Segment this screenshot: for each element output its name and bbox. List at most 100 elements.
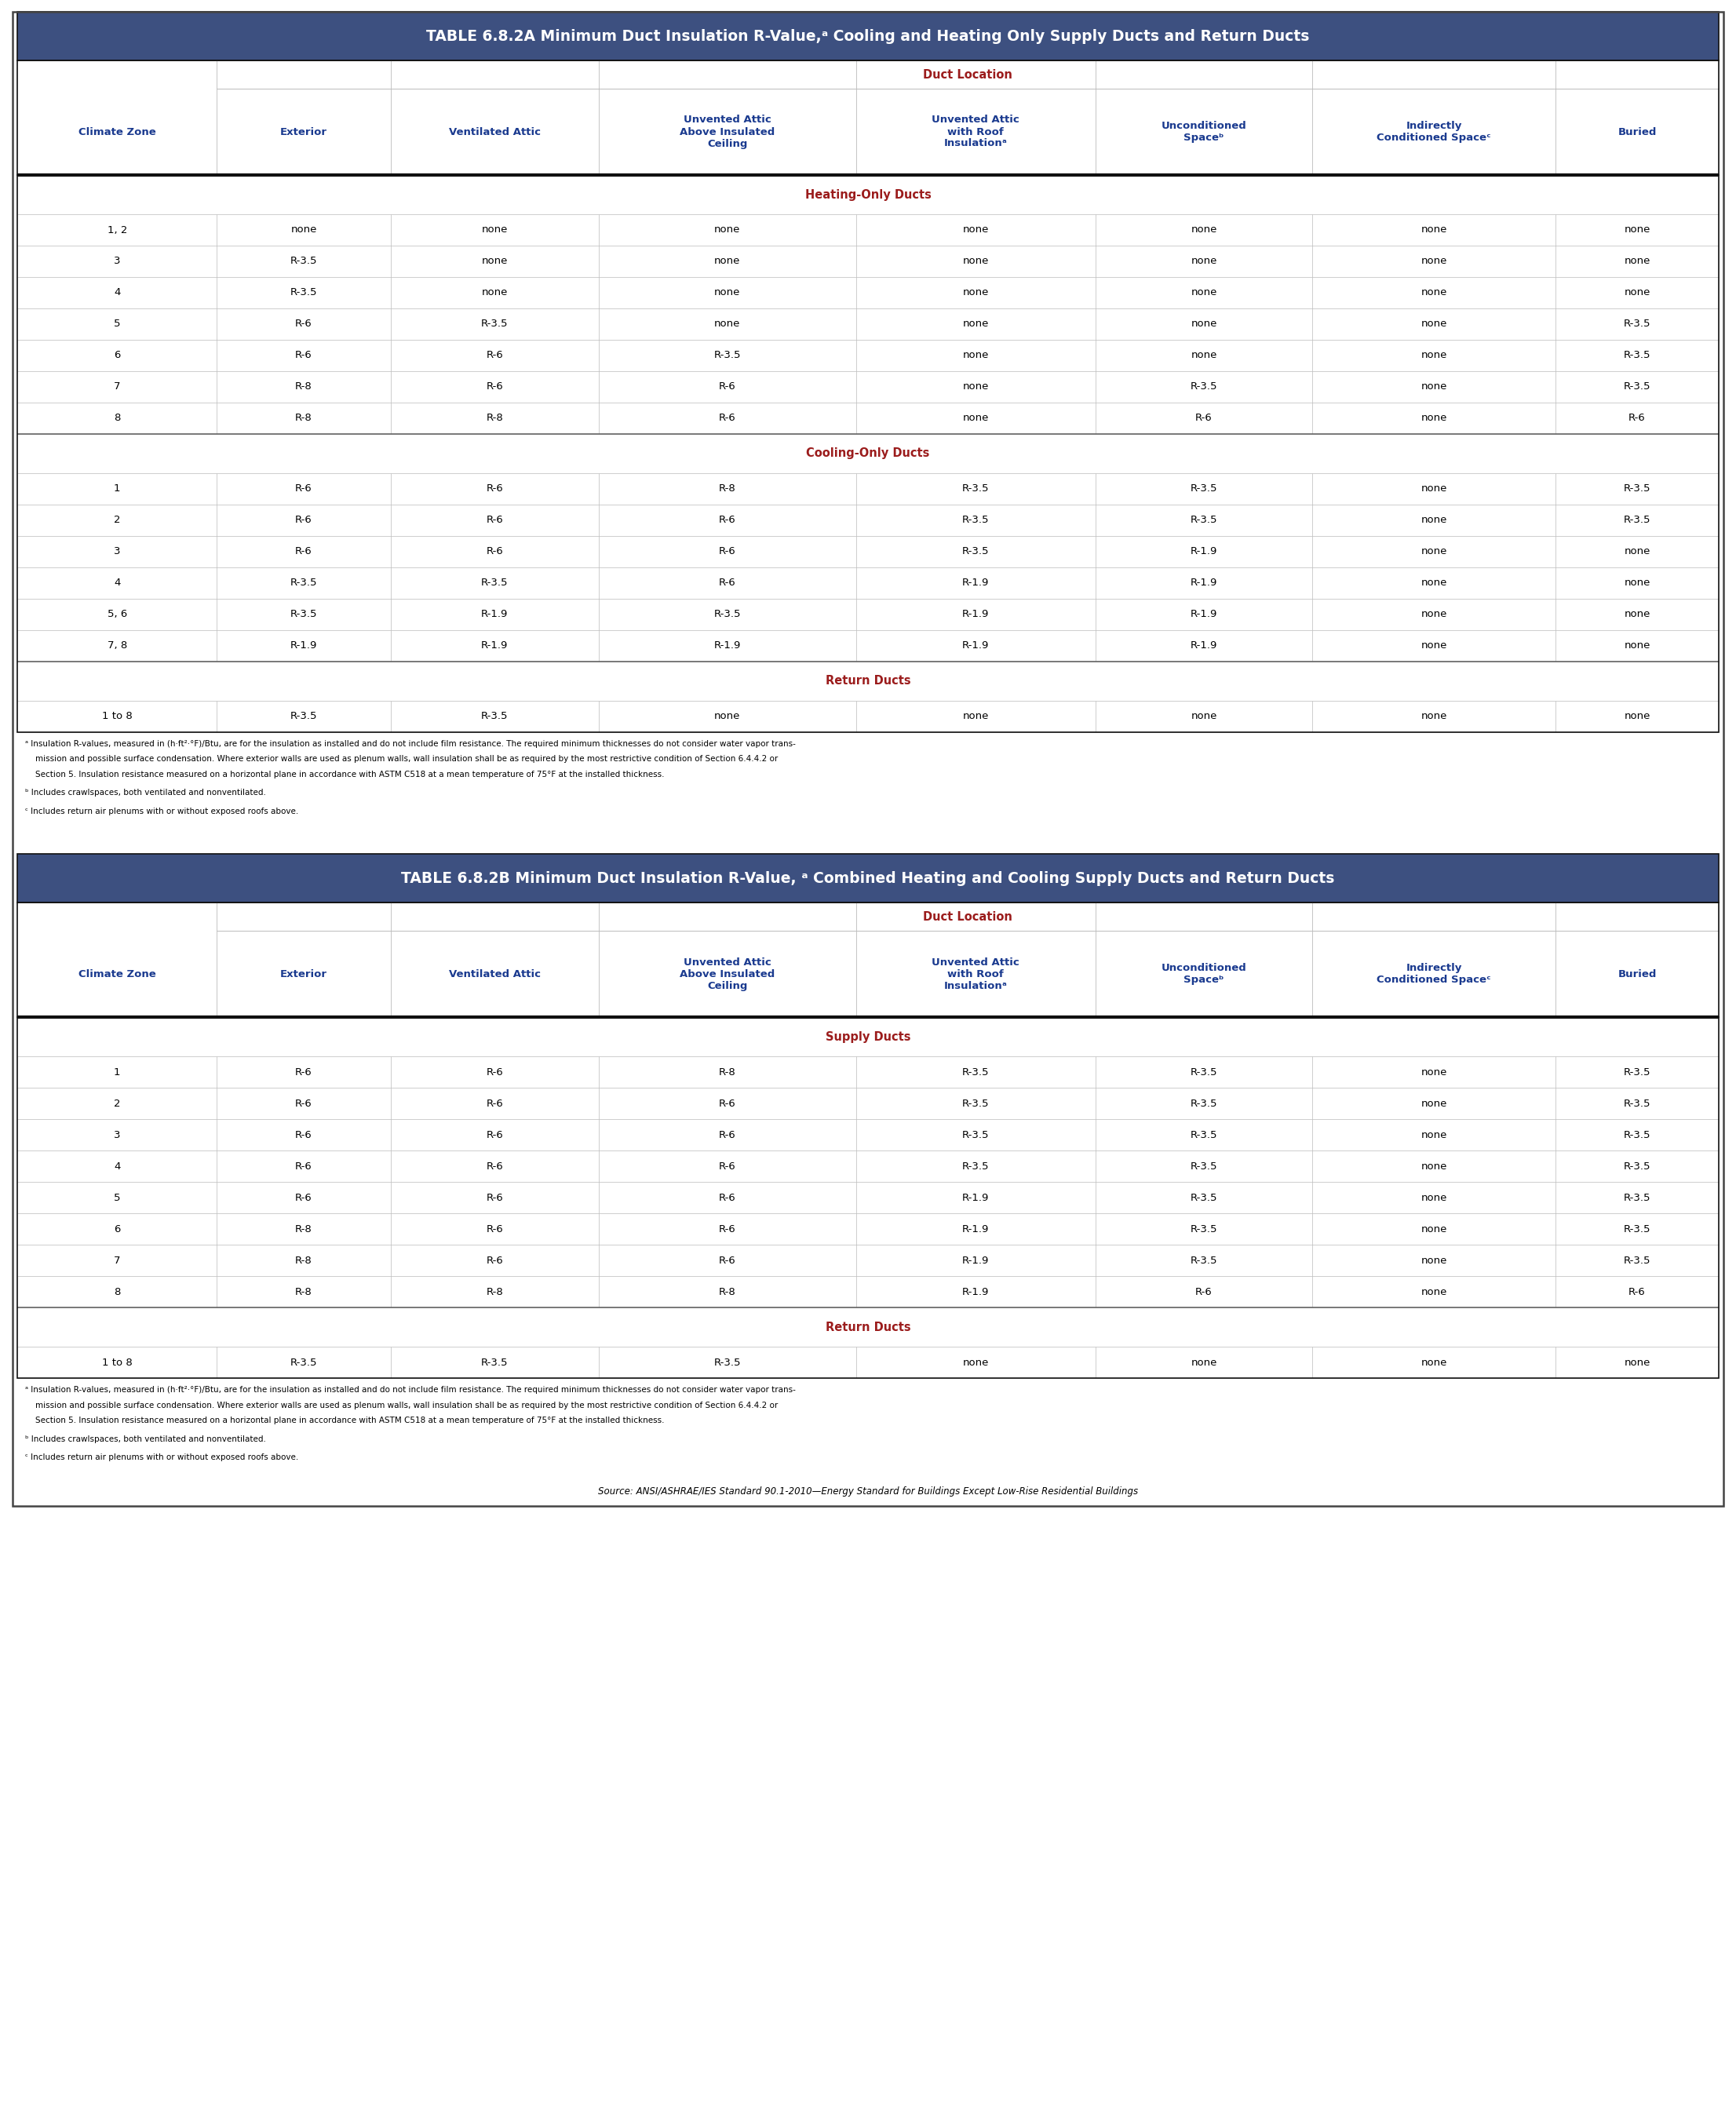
Text: R-6: R-6 bbox=[486, 1067, 503, 1077]
Text: R-1.9: R-1.9 bbox=[962, 610, 990, 619]
Bar bbox=[17, 341, 1719, 370]
Bar bbox=[17, 505, 1719, 537]
Text: none: none bbox=[1420, 610, 1448, 619]
Text: none: none bbox=[1420, 547, 1448, 558]
Text: none: none bbox=[1625, 579, 1651, 589]
Text: none: none bbox=[481, 225, 509, 236]
Text: 3: 3 bbox=[115, 1130, 120, 1140]
Text: R-3.5: R-3.5 bbox=[481, 1357, 509, 1368]
Text: R-6: R-6 bbox=[719, 381, 736, 391]
Text: R-6: R-6 bbox=[295, 547, 312, 558]
Text: none: none bbox=[1420, 1256, 1448, 1267]
Text: none: none bbox=[1625, 642, 1651, 650]
Text: R-6: R-6 bbox=[486, 1130, 503, 1140]
Text: TABLE 6.8.2A Minimum Duct Insulation R-Value,ᵃ Cooling and Heating Only Supply D: TABLE 6.8.2A Minimum Duct Insulation R-V… bbox=[427, 29, 1309, 44]
Text: Climate Zone: Climate Zone bbox=[78, 970, 156, 978]
Bar bbox=[17, 215, 1719, 246]
Bar bbox=[17, 537, 1719, 568]
Text: none: none bbox=[962, 320, 990, 328]
Text: none: none bbox=[1420, 1193, 1448, 1203]
Bar bbox=[17, 433, 1719, 473]
Text: ᵃ Insulation R-values, measured in (h·ft²·°F)/Btu, are for the insulation as ins: ᵃ Insulation R-values, measured in (h·ft… bbox=[24, 1387, 795, 1395]
Text: none: none bbox=[1191, 711, 1217, 722]
Text: R-3.5: R-3.5 bbox=[1191, 1225, 1217, 1235]
Text: none: none bbox=[1625, 610, 1651, 619]
Text: none: none bbox=[1420, 1098, 1448, 1109]
Text: R-3.5: R-3.5 bbox=[1623, 320, 1651, 328]
Text: R-1.9: R-1.9 bbox=[962, 1225, 990, 1235]
Bar bbox=[17, 661, 1719, 701]
Text: 5: 5 bbox=[115, 320, 120, 328]
Text: R-3.5: R-3.5 bbox=[1191, 484, 1217, 494]
Text: none: none bbox=[1625, 1357, 1651, 1368]
Text: R-3.5: R-3.5 bbox=[290, 1357, 318, 1368]
Text: 4: 4 bbox=[115, 288, 120, 299]
Bar bbox=[17, 932, 1719, 1018]
Text: none: none bbox=[1420, 515, 1448, 526]
Text: R-8: R-8 bbox=[719, 1288, 736, 1298]
Text: R-3.5: R-3.5 bbox=[481, 579, 509, 589]
Text: Unvented Attic
Above Insulated
Ceiling: Unvented Attic Above Insulated Ceiling bbox=[681, 957, 774, 991]
Text: R-3.5: R-3.5 bbox=[1191, 1098, 1217, 1109]
Text: R-6: R-6 bbox=[295, 1193, 312, 1203]
Bar bbox=[17, 1309, 1719, 1347]
Text: Indirectly
Conditioned Spaceᶜ: Indirectly Conditioned Spaceᶜ bbox=[1377, 120, 1491, 143]
Text: mission and possible surface condensation. Where exterior walls are used as plen: mission and possible surface condensatio… bbox=[24, 1401, 778, 1410]
Text: R-6: R-6 bbox=[719, 412, 736, 423]
Text: Climate Zone: Climate Zone bbox=[78, 126, 156, 137]
Text: R-6: R-6 bbox=[719, 1130, 736, 1140]
Text: R-6: R-6 bbox=[719, 1098, 736, 1109]
Text: R-3.5: R-3.5 bbox=[290, 711, 318, 722]
Text: none: none bbox=[1420, 642, 1448, 650]
Text: R-3.5: R-3.5 bbox=[290, 610, 318, 619]
Bar bbox=[17, 13, 1719, 61]
Text: Section 5. Insulation resistance measured on a horizontal plane in accordance wi: Section 5. Insulation resistance measure… bbox=[24, 1416, 665, 1424]
Text: none: none bbox=[1191, 351, 1217, 360]
Text: none: none bbox=[1420, 1161, 1448, 1172]
Text: R-3.5: R-3.5 bbox=[290, 257, 318, 267]
Text: R-3.5: R-3.5 bbox=[1623, 351, 1651, 360]
Text: R-3.5: R-3.5 bbox=[1623, 1130, 1651, 1140]
Text: none: none bbox=[1420, 484, 1448, 494]
Text: none: none bbox=[1420, 288, 1448, 299]
Text: Return Ducts: Return Ducts bbox=[825, 675, 911, 688]
Text: Unvented Attic
Above Insulated
Ceiling: Unvented Attic Above Insulated Ceiling bbox=[681, 116, 774, 149]
Text: R-6: R-6 bbox=[295, 1130, 312, 1140]
Bar bbox=[17, 473, 1719, 505]
Text: Exterior: Exterior bbox=[279, 970, 328, 978]
Text: R-3.5: R-3.5 bbox=[1623, 1161, 1651, 1172]
Text: R-3.5: R-3.5 bbox=[1623, 1193, 1651, 1203]
Text: R-1.9: R-1.9 bbox=[962, 1288, 990, 1298]
Text: 1: 1 bbox=[115, 1067, 120, 1077]
Text: R-6: R-6 bbox=[486, 1225, 503, 1235]
Text: R-8: R-8 bbox=[295, 381, 312, 391]
Text: Exterior: Exterior bbox=[279, 126, 328, 137]
Text: Duct Location: Duct Location bbox=[924, 911, 1012, 924]
Text: R-3.5: R-3.5 bbox=[713, 351, 741, 360]
Text: none: none bbox=[1191, 288, 1217, 299]
Text: R-1.9: R-1.9 bbox=[1191, 610, 1217, 619]
Text: R-6: R-6 bbox=[295, 484, 312, 494]
Bar bbox=[17, 631, 1719, 661]
Text: none: none bbox=[1420, 1067, 1448, 1077]
Bar bbox=[17, 175, 1719, 732]
Text: R-1.9: R-1.9 bbox=[962, 642, 990, 650]
Text: 5: 5 bbox=[115, 1193, 120, 1203]
Text: none: none bbox=[962, 351, 990, 360]
Text: 1, 2: 1, 2 bbox=[108, 225, 127, 236]
Text: R-3.5: R-3.5 bbox=[1191, 1130, 1217, 1140]
Text: R-1.9: R-1.9 bbox=[962, 1193, 990, 1203]
Text: R-1.9: R-1.9 bbox=[481, 642, 509, 650]
Text: none: none bbox=[1420, 412, 1448, 423]
Bar bbox=[17, 854, 1719, 903]
Bar bbox=[17, 600, 1719, 631]
Text: R-6: R-6 bbox=[719, 1225, 736, 1235]
Text: R-8: R-8 bbox=[719, 484, 736, 494]
Text: R-3.5: R-3.5 bbox=[290, 288, 318, 299]
Text: none: none bbox=[1420, 257, 1448, 267]
Text: none: none bbox=[1420, 711, 1448, 722]
Text: R-3.5: R-3.5 bbox=[1623, 1067, 1651, 1077]
Text: none: none bbox=[1625, 547, 1651, 558]
Text: R-3.5: R-3.5 bbox=[962, 1161, 990, 1172]
Text: 5, 6: 5, 6 bbox=[108, 610, 127, 619]
